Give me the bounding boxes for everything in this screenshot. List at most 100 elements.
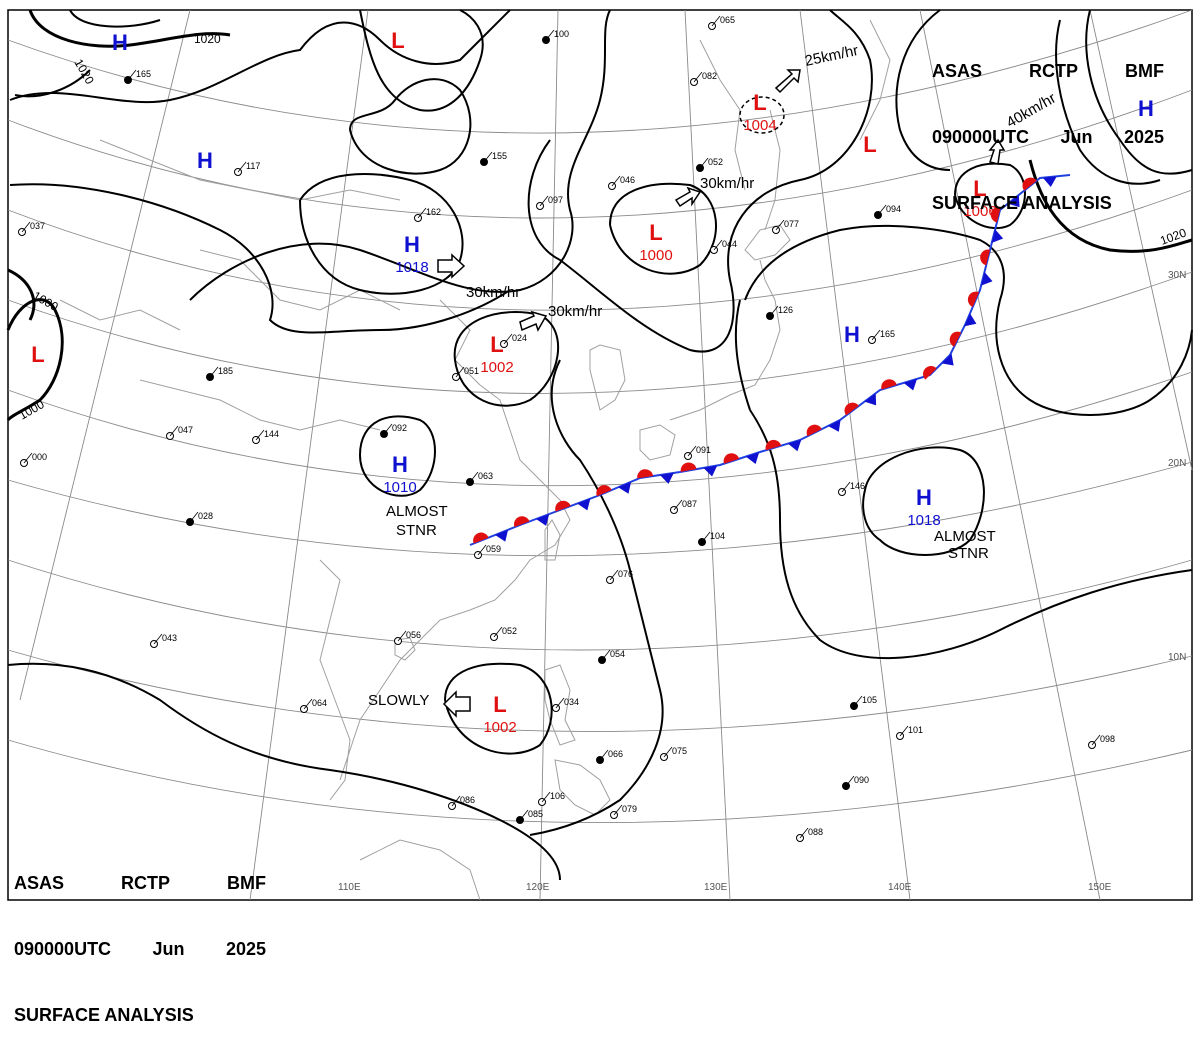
station-plot: 043 — [150, 633, 177, 648]
footer-title: SURFACE ANALYSIS — [14, 1005, 194, 1025]
station-pressure: 043 — [162, 633, 177, 643]
warm-front-symbol — [514, 516, 530, 528]
parallel-45n — [7, 9, 1193, 134]
wind-barb — [841, 481, 851, 493]
station-pressure: 117 — [246, 161, 260, 171]
station-plots: 165 117 162 155 097 046 052 065 082 094 044 077 185 0… — [18, 15, 1115, 842]
pressure-center-high: H 1010 — [383, 452, 416, 496]
station-pressure: 024 — [512, 333, 527, 343]
pressure-center-low: L 1000 — [639, 220, 672, 264]
center-letter: L — [649, 220, 662, 245]
wind-barb — [153, 633, 163, 645]
wind-barb — [663, 746, 673, 758]
center-letter: H — [404, 232, 420, 257]
wind-barb — [303, 698, 313, 710]
station-pressure: 046 — [620, 175, 635, 185]
isobar-1018-east-ring — [862, 446, 985, 556]
cold-front-symbol — [981, 272, 993, 286]
warm-front-symbol — [980, 249, 991, 266]
wind-barb — [383, 423, 393, 435]
wind-barb — [555, 697, 565, 709]
warm-front-symbol — [473, 532, 489, 544]
pressure-center-high: H 1018 — [395, 232, 428, 276]
isobar-low-1006-ring — [954, 162, 1026, 230]
header-code-rctp: RCTP — [1029, 61, 1078, 81]
cold-front-symbol — [991, 229, 1004, 243]
wind-barb — [477, 544, 487, 556]
wind-barb — [775, 219, 785, 231]
station-plot: 165 — [868, 329, 895, 344]
latitude-labels: 30N 20N 10N — [1168, 270, 1186, 663]
footer-line3: SURFACE ANALYSIS — [14, 1004, 266, 1026]
isobar-1008 — [529, 359, 664, 836]
station-plot: 075 — [660, 746, 687, 761]
taiwan — [544, 519, 561, 561]
motion-label-30kmhr-a: 30km/hr — [700, 175, 754, 192]
motion-arrow-40kmhr — [988, 138, 1006, 165]
station-pressure: 162 — [426, 207, 441, 217]
station-pressure: 059 — [486, 544, 501, 554]
station-plot: 146 — [838, 481, 865, 496]
parallel-40n — [7, 89, 1193, 219]
wind-barb — [519, 809, 529, 821]
footer-code-asas: ASAS — [14, 873, 65, 893]
wind-barb — [693, 71, 703, 83]
isobar-ring-east — [744, 224, 1193, 416]
header-line2: 090000UTC Jun 2025 — [932, 126, 1164, 148]
lon-label-120e: 120E — [526, 882, 550, 893]
cold-front-symbol — [964, 313, 977, 327]
center-pressure: 1002 — [483, 719, 516, 736]
meridian-160e — [1089, 9, 1193, 471]
station-plot: 100 — [542, 29, 569, 44]
wind-barb — [169, 425, 179, 437]
wind-barb — [673, 499, 683, 511]
meridian-130e — [684, 9, 731, 901]
wind-barb — [21, 221, 31, 233]
station-plot: 028 — [186, 511, 213, 526]
cold-front-symbol — [941, 353, 954, 366]
cold-front-symbol — [495, 529, 509, 542]
footer-month: Jun — [152, 939, 185, 959]
station-plot: 063 — [466, 471, 493, 486]
wind-barb — [541, 791, 551, 803]
cold-front-symbol — [828, 419, 841, 432]
warm-front-symbol — [844, 402, 859, 416]
wind-barb — [189, 511, 199, 523]
station-plot: 077 — [772, 219, 799, 234]
pressure-center-high: H — [844, 322, 860, 347]
center-letter: L — [490, 332, 503, 357]
cold-front-symbol — [1042, 176, 1057, 187]
isobar-1010-high-ring — [359, 415, 436, 497]
station-pressure: 052 — [708, 157, 723, 167]
station-pressure: 066 — [608, 749, 623, 759]
wind-barb — [1091, 734, 1101, 746]
footer-code-bmf: BMF — [226, 873, 266, 893]
wind-barb — [255, 429, 265, 441]
wind-barb — [455, 366, 465, 378]
motion-arrow-25kmhr — [774, 69, 801, 94]
station-plot: 056 — [394, 630, 421, 645]
wind-barb — [711, 15, 721, 27]
wind-barb — [23, 452, 33, 464]
warm-front-symbol — [765, 440, 782, 451]
station-plot: 094 — [874, 204, 901, 219]
header-line1: ASAS RCTP BMF — [932, 60, 1164, 82]
pressure-center-high: H 1018 — [907, 485, 940, 529]
warm-front-symbol — [806, 424, 822, 437]
pressure-centers: H 1018 H 1010 H 1018 L 1002 L 1000 L 1002 L 1004 L 1006… — [31, 28, 1154, 736]
parallel-25n — [7, 371, 1193, 487]
warm-front-symbol — [637, 469, 654, 479]
cold-front-symbol — [536, 514, 550, 526]
wind-barb — [871, 329, 881, 341]
weather-map: 165 117 162 155 097 046 052 065 082 094 044 077 185 0… — [6, 9, 1193, 901]
isobar-1018-high-ring — [299, 173, 464, 295]
meridian-100e — [19, 9, 191, 701]
station-pressure: 065 — [720, 15, 735, 25]
wind-barb — [769, 305, 779, 317]
center-letter: L — [863, 132, 876, 157]
station-plot: 104 — [698, 531, 725, 546]
japan-honshu — [669, 259, 781, 421]
footer-code-rctp: RCTP — [121, 873, 170, 893]
warm-front-symbol — [949, 331, 962, 347]
wind-barb — [699, 157, 709, 169]
